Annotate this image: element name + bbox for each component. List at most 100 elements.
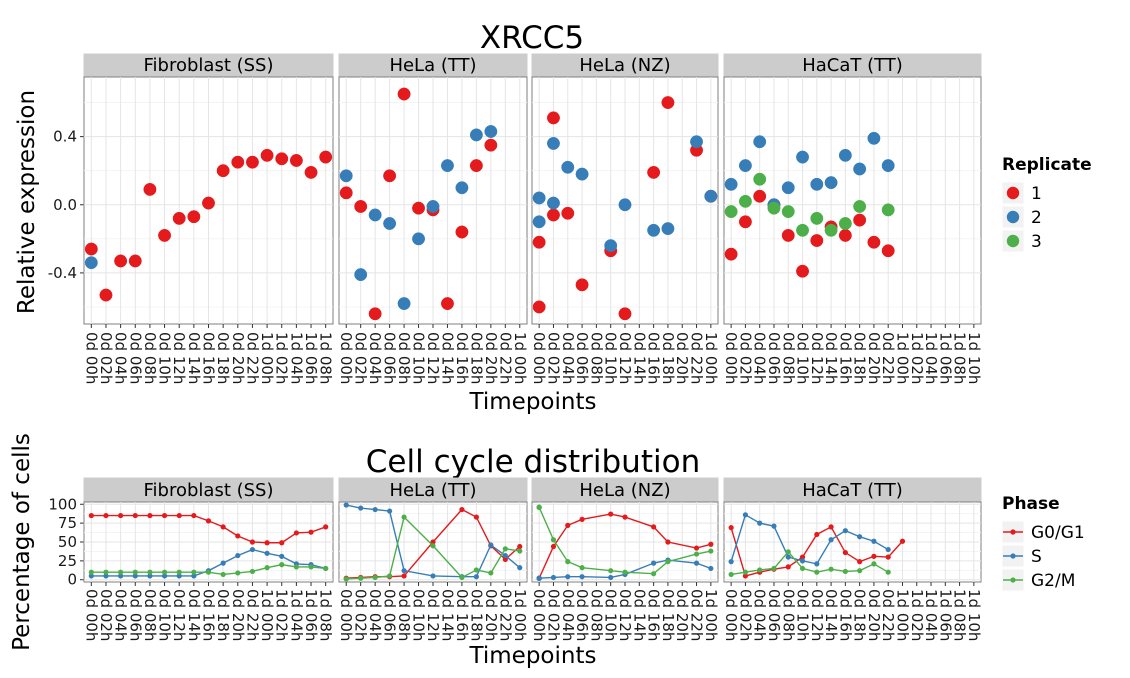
series-point [264, 540, 270, 546]
x-tick-label: 1d 00h [702, 332, 720, 384]
x-tick-label: 0d 18h [851, 589, 869, 641]
data-point [339, 186, 353, 200]
data-point [455, 181, 469, 195]
data-point [143, 182, 157, 196]
series-point [459, 574, 465, 581]
data-point [838, 217, 852, 230]
x-tick-label: 0d 02h [736, 332, 754, 384]
series-point [235, 533, 241, 539]
series-point [249, 568, 256, 575]
facet-strip-label: Fibroblast (SS) [144, 55, 274, 76]
data-point [547, 196, 560, 210]
series-point [550, 537, 557, 543]
x-tick-label: 0d 16h [645, 589, 663, 641]
data-point [289, 154, 303, 167]
series-point [88, 573, 94, 579]
series-point [608, 568, 614, 574]
series-point [885, 569, 891, 575]
series-point [118, 512, 124, 519]
series-point [191, 573, 197, 579]
series-point [205, 569, 212, 575]
data-point [704, 189, 718, 203]
data-point [796, 150, 809, 164]
x-tick-label: 0d 16h [200, 332, 218, 384]
series-point [473, 567, 479, 573]
series-point [799, 558, 806, 564]
bottom-chart-title: Cell cycle distribution [366, 444, 700, 480]
series-point [132, 573, 138, 579]
x-tick-label: 0d 20h [865, 589, 883, 641]
series-point [693, 551, 700, 557]
series-point [118, 569, 124, 575]
x-tick-label: 0d 10h [410, 589, 428, 641]
x-tick-label: 0d 16h [836, 332, 854, 384]
x-tick-label: 0d 08h [395, 589, 413, 641]
x-tick-label: 0d 08h [141, 589, 159, 641]
x-tick-label: 0d 16h [453, 332, 471, 384]
x-tick-label: 0d 06h [765, 589, 783, 641]
legend-key-point [1006, 234, 1020, 248]
series-point [550, 574, 557, 581]
data-point [824, 223, 838, 237]
data-point [532, 300, 546, 314]
x-tick-label: 0d 02h [544, 589, 562, 641]
series-point [799, 565, 806, 572]
data-point [767, 201, 781, 215]
series-point [176, 512, 182, 519]
series-point [885, 546, 891, 553]
series-point [871, 538, 877, 544]
series-point [757, 520, 763, 526]
series-point [742, 512, 749, 518]
x-tick-label: 0d 12h [808, 589, 826, 641]
x-tick-label: 0d 02h [352, 332, 370, 384]
data-point [484, 125, 498, 138]
facet-strip-label: HaCaT (TT) [802, 480, 903, 501]
legend-label: 3 [1031, 232, 1042, 252]
legend-key-point [1006, 210, 1020, 224]
data-point [618, 307, 632, 321]
facet-strip [83, 477, 334, 503]
data-point [397, 87, 411, 101]
legend-label: G2/M [1031, 571, 1075, 591]
data-point [441, 297, 454, 311]
x-tick-label: 0d 22h [688, 589, 706, 641]
data-point [647, 223, 661, 237]
data-point [532, 191, 546, 205]
x-tick-label: 0d 18h [214, 589, 232, 641]
data-point [172, 211, 186, 225]
data-point [881, 159, 895, 173]
data-point [561, 206, 575, 220]
series-point [828, 566, 834, 572]
x-tick-label: 1d 04h [287, 589, 305, 641]
data-point [354, 268, 368, 282]
legend-key-point [1006, 186, 1020, 200]
x-tick-label: 1d 10h [965, 589, 983, 641]
x-tick-label: 0d 18h [467, 332, 485, 384]
series-point [517, 543, 523, 550]
x-tick-label: 1d 02h [908, 589, 926, 641]
x-tick-label: 0d 16h [453, 589, 471, 641]
data-point [781, 228, 795, 242]
bottom-legend: Phase G0/G1 S G2/M [1001, 494, 1085, 592]
series-point [742, 573, 749, 579]
x-tick-label: 1d 02h [908, 332, 926, 384]
x-tick-label: 0d 00h [722, 332, 740, 384]
series-point [651, 571, 657, 577]
data-point [661, 96, 675, 110]
series-point [132, 512, 138, 519]
data-point [561, 160, 575, 174]
series-point [814, 561, 820, 567]
series-point [693, 545, 700, 551]
x-tick-label: 0d 16h [836, 589, 854, 641]
series-point [857, 568, 863, 574]
x-tick-label: 0d 00h [530, 332, 548, 384]
series-point [728, 525, 734, 531]
x-tick-label: 1d 08h [317, 332, 335, 384]
data-point [810, 211, 824, 225]
series-point [103, 569, 109, 575]
series-point [372, 574, 378, 581]
series-point [147, 569, 153, 575]
data-point [84, 256, 98, 270]
series-point [235, 570, 241, 576]
